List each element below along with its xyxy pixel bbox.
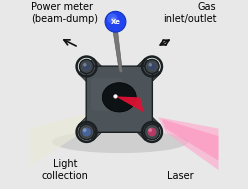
Ellipse shape [82, 128, 91, 136]
Polygon shape [121, 91, 155, 131]
Circle shape [105, 11, 126, 32]
Circle shape [114, 94, 117, 98]
Ellipse shape [83, 128, 87, 132]
Ellipse shape [79, 59, 93, 74]
Ellipse shape [102, 83, 136, 112]
Ellipse shape [148, 63, 156, 70]
Polygon shape [112, 91, 160, 140]
Polygon shape [88, 101, 127, 135]
Ellipse shape [83, 63, 91, 70]
Ellipse shape [83, 63, 87, 67]
Ellipse shape [145, 59, 159, 74]
Text: Gas
inlet/outlet: Gas inlet/outlet [163, 2, 217, 24]
Ellipse shape [148, 128, 152, 132]
Ellipse shape [148, 128, 156, 136]
Ellipse shape [52, 130, 188, 153]
Polygon shape [84, 68, 117, 107]
Polygon shape [112, 64, 151, 97]
Text: Power meter
(beam-dump): Power meter (beam-dump) [31, 2, 98, 24]
Polygon shape [116, 96, 144, 112]
Text: Light
collection: Light collection [42, 159, 89, 181]
Ellipse shape [79, 124, 94, 140]
Polygon shape [113, 32, 123, 72]
Text: Xe: Xe [111, 19, 121, 25]
Polygon shape [78, 58, 127, 107]
Polygon shape [30, 113, 86, 166]
FancyBboxPatch shape [86, 66, 152, 132]
FancyBboxPatch shape [91, 78, 123, 111]
Circle shape [107, 13, 118, 24]
Polygon shape [162, 119, 218, 161]
Polygon shape [78, 91, 127, 140]
Polygon shape [158, 117, 218, 170]
Polygon shape [112, 58, 160, 107]
Circle shape [111, 17, 116, 22]
Ellipse shape [144, 124, 160, 140]
Text: Laser: Laser [167, 171, 194, 181]
Ellipse shape [149, 63, 152, 67]
